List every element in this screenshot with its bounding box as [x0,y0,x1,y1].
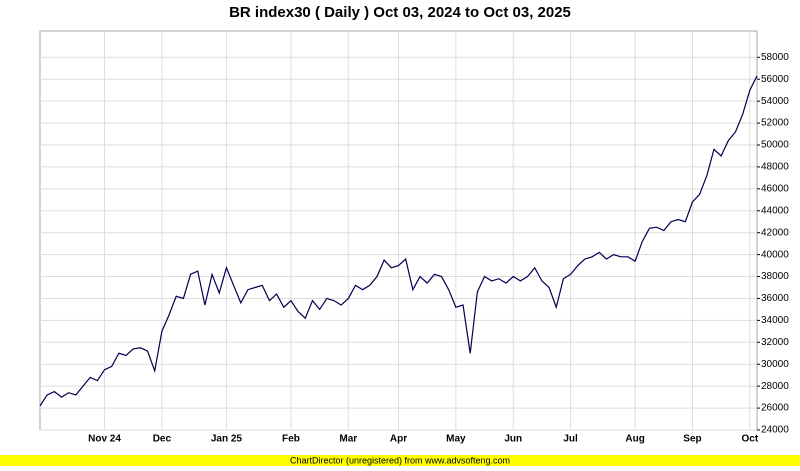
y-tick-label: 30000 [761,359,789,370]
y-tick-label: 42000 [761,227,789,238]
x-tick-label: May [446,434,466,445]
x-tick-label: Oct [741,434,758,445]
y-tick-label: 50000 [761,140,789,151]
price-line [39,75,758,407]
y-tick-label: 56000 [761,74,789,85]
y-tick-label: 46000 [761,183,789,194]
y-tick-label: 34000 [761,315,789,326]
y-tick-label: 52000 [761,118,789,129]
x-tick-label: Dec [153,434,172,445]
x-tick-label: Jan 25 [211,434,243,445]
x-tick-label: Jul [563,434,578,445]
x-tick-label: Aug [625,434,644,445]
chart-title: BR index30 ( Daily ) Oct 03, 2024 to Oct… [229,4,571,21]
y-tick-label: 48000 [761,162,789,173]
x-tick-label: Feb [282,434,300,445]
x-tick-label: Sep [683,434,701,445]
footer-bar [0,455,800,466]
y-tick-label: 44000 [761,205,789,216]
x-tick-label: Apr [390,434,407,445]
y-tick-label: 40000 [761,249,789,260]
x-tick-label: Nov 24 [88,434,121,445]
y-tick-label: 32000 [761,337,789,348]
y-tick-label: 36000 [761,293,789,304]
y-tick-label: 28000 [761,381,789,392]
x-tick-label: Mar [339,434,357,445]
y-tick-label: 38000 [761,271,789,282]
y-tick-label: 58000 [761,52,789,63]
y-tick-label: 54000 [761,96,789,107]
footer: ChartDirector (unregistered) from www.ad… [290,455,510,465]
y-tick-label: 26000 [761,403,789,414]
y-tick-label: 24000 [761,425,789,436]
x-tick-label: Jun [504,434,522,445]
